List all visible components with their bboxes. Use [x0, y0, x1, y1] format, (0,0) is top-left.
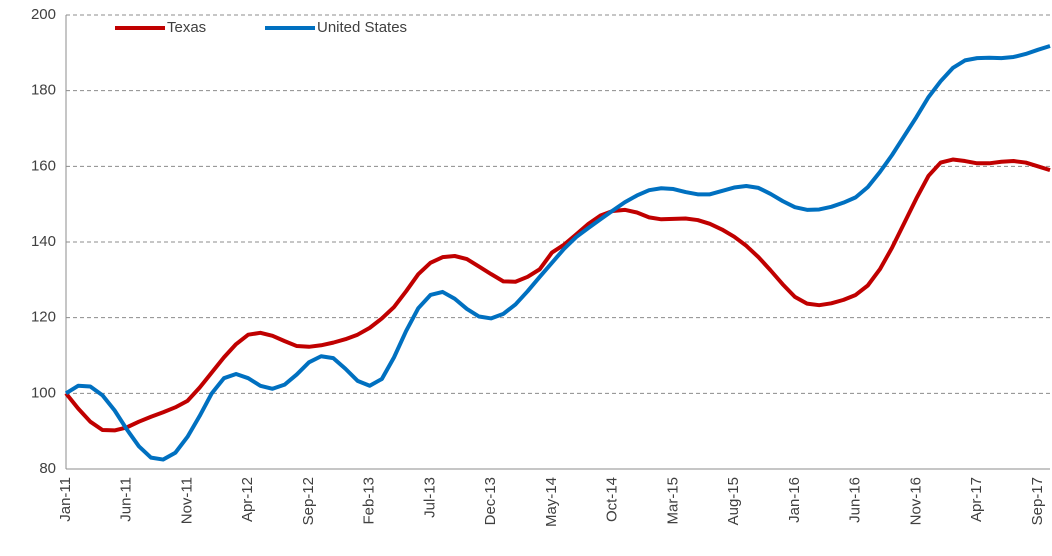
- legend-label: United States: [317, 19, 407, 36]
- x-tick-label: Jul-13: [421, 477, 438, 518]
- x-tick-label: Apr-12: [239, 477, 256, 522]
- x-tick-label: Jan-11: [57, 477, 74, 522]
- x-tick-label: May-14: [543, 477, 560, 527]
- x-tick-label: Jan-16: [786, 477, 803, 523]
- y-tick-label: 80: [39, 460, 56, 477]
- legend-label: Texas: [167, 19, 206, 36]
- x-tick-label: Sep-12: [300, 477, 317, 525]
- x-tick-label: Apr-17: [968, 477, 985, 522]
- x-tick-label: Dec-13: [482, 477, 499, 525]
- series-line: [64, 157, 1051, 433]
- x-tick-label: Nov-11: [178, 477, 195, 524]
- y-tick-label: 200: [31, 6, 56, 23]
- y-tick-label: 140: [31, 233, 56, 250]
- x-tick-label: Feb-13: [361, 477, 378, 525]
- x-tick-label: Jun-11: [118, 477, 135, 522]
- x-tick-label: Mar-15: [664, 477, 681, 525]
- y-tick-label: 120: [31, 309, 56, 326]
- y-tick-label: 180: [31, 82, 56, 99]
- x-tick-label: Jun-16: [847, 477, 864, 523]
- x-tick-label: Sep-17: [1029, 477, 1046, 525]
- x-tick-label: Aug-15: [725, 477, 742, 525]
- x-tick-label: Oct-14: [604, 477, 621, 522]
- y-tick-label: 100: [31, 384, 56, 401]
- y-tick-label: 160: [31, 157, 56, 174]
- x-tick-label: Nov-16: [907, 477, 924, 525]
- series-line: [64, 44, 1051, 462]
